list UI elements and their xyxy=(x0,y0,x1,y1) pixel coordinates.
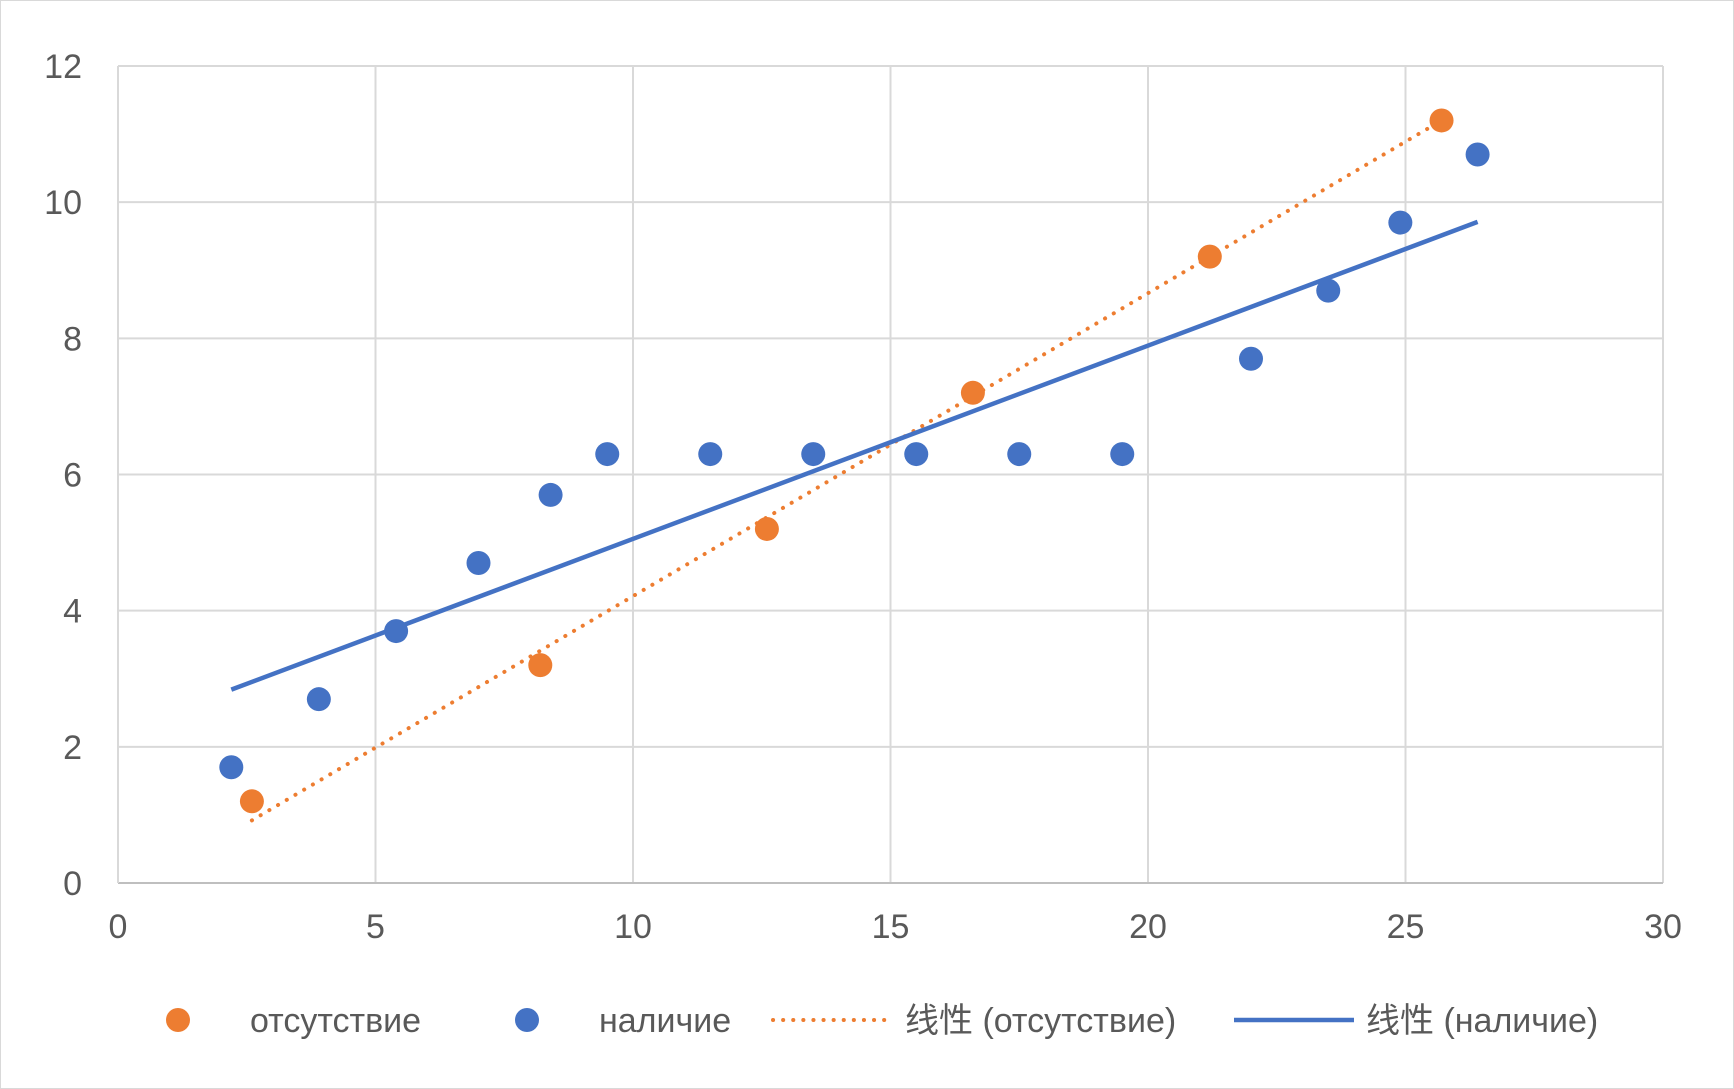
legend: отсутствие наличие 线性 (отсутствие) 线性 (нали… xyxy=(166,1002,1598,1040)
x-tick-label: 30 xyxy=(1644,908,1682,946)
legend-label: 线性 (отсутствие) xyxy=(905,1002,1176,1040)
data-point xyxy=(1388,210,1413,235)
data-point xyxy=(239,789,264,814)
data-points xyxy=(219,108,1490,814)
data-point xyxy=(1465,142,1490,167)
y-tick-label: 12 xyxy=(44,48,82,86)
y-tick-label: 0 xyxy=(63,865,82,903)
data-point xyxy=(306,687,331,712)
y-tick-label: 2 xyxy=(63,729,82,767)
x-tick-label: 10 xyxy=(614,908,652,946)
legend-label: наличие xyxy=(599,1002,731,1040)
data-point xyxy=(1007,442,1032,467)
data-point xyxy=(538,482,563,507)
legend-marker xyxy=(515,1008,539,1032)
data-point xyxy=(466,551,491,576)
data-point xyxy=(904,442,929,467)
trendline xyxy=(249,118,1444,823)
x-tick-label: 25 xyxy=(1387,908,1425,946)
trendlines xyxy=(230,118,1479,823)
data-point xyxy=(595,442,620,467)
data-point xyxy=(1429,108,1454,133)
legend-label: отсутствие xyxy=(250,1002,421,1040)
x-tick-label: 15 xyxy=(872,908,910,946)
data-point xyxy=(698,442,723,467)
data-point xyxy=(801,442,826,467)
data-point xyxy=(1110,442,1135,467)
data-point xyxy=(1239,346,1263,371)
y-tick-label: 10 xyxy=(44,184,82,222)
data-point xyxy=(1316,278,1341,303)
data-point xyxy=(960,380,985,405)
x-tick-label: 5 xyxy=(366,908,385,946)
gridlines xyxy=(118,65,1664,883)
x-axis-tick-labels: 0 5 10 15 20 25 30 xyxy=(109,908,1682,946)
axes xyxy=(117,66,1663,884)
legend-label: 线性 (наличие) xyxy=(1366,1002,1598,1040)
trendline xyxy=(230,219,1479,692)
data-point xyxy=(754,516,779,541)
y-tick-label: 4 xyxy=(63,593,82,631)
data-point xyxy=(528,653,553,678)
y-axis-tick-labels: 0 2 4 6 8 10 12 xyxy=(44,48,82,903)
data-point xyxy=(1197,244,1222,269)
data-point xyxy=(219,755,244,780)
x-tick-label: 0 xyxy=(109,908,128,946)
y-tick-label: 6 xyxy=(63,457,82,495)
x-tick-label: 20 xyxy=(1129,908,1167,946)
data-point xyxy=(384,619,409,644)
legend-marker xyxy=(166,1008,190,1032)
y-tick-label: 8 xyxy=(63,320,82,358)
